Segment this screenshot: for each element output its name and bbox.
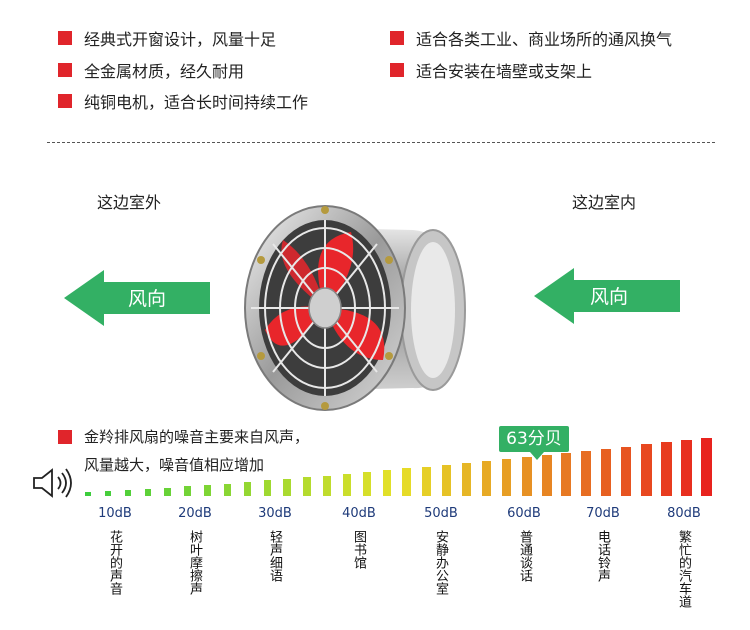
dashed-divider — [47, 142, 715, 143]
bullet-square — [390, 31, 404, 45]
noise-bar — [561, 453, 571, 496]
noise-bar — [85, 492, 91, 496]
noise-bar — [105, 491, 111, 496]
noise-bar — [581, 451, 591, 496]
bullet-square — [390, 63, 404, 77]
noise-bar — [402, 468, 411, 496]
feature-item: 经典式开窗设计，风量十足 — [58, 26, 276, 50]
noise-bar — [343, 474, 351, 496]
right-arrow-label: 风向 — [590, 286, 629, 308]
left-arrow-label: 风向 — [128, 288, 167, 310]
indoor-label: 这边室内 — [572, 193, 637, 212]
noise-bar — [184, 486, 191, 496]
noise-bar — [701, 438, 712, 496]
noise-bar — [224, 484, 231, 496]
bullet-square — [58, 63, 72, 77]
sound-example: 繁忙的汽车道 — [676, 530, 691, 608]
bullet-square — [58, 94, 72, 108]
noise-bar — [621, 447, 631, 496]
noise-bar — [502, 459, 511, 496]
noise-bar — [264, 480, 271, 496]
noise-bar — [204, 485, 211, 496]
feature-text: 适合安装在墙壁或支架上 — [416, 62, 593, 81]
feature-item: 适合安装在墙壁或支架上 — [390, 58, 592, 82]
sound-example: 安静办公室 — [433, 530, 448, 595]
feature-text: 经典式开窗设计，风量十足 — [84, 30, 277, 49]
sound-example: 普通谈话 — [517, 530, 532, 582]
bullet-square — [58, 31, 72, 45]
noise-bar — [125, 490, 131, 496]
noise-bar — [323, 476, 331, 496]
speaker-icon — [33, 468, 72, 498]
noise-bar — [383, 470, 391, 496]
noise-bar — [601, 449, 611, 496]
feature-text: 全金属材质，经久耐用 — [84, 62, 245, 81]
noise-bar — [244, 482, 251, 496]
noise-bar — [542, 455, 552, 496]
db-label: 10dB — [98, 506, 132, 521]
noise-bar — [303, 477, 311, 496]
noise-line-1: 金羚排风扇的噪音主要来自风声， — [84, 428, 310, 446]
db-label: 60dB — [507, 506, 541, 521]
airflow-arrow-left-icon — [64, 270, 210, 326]
db-label: 20dB — [178, 506, 212, 521]
noise-bar — [462, 463, 471, 496]
noise-bar — [442, 465, 451, 496]
noise-bar — [641, 444, 652, 496]
outdoor-label: 这边室外 — [97, 193, 162, 212]
noise-level-badge: 63分贝 — [499, 426, 569, 452]
noise-bar — [164, 488, 171, 496]
exhaust-fan-illustration — [244, 205, 466, 411]
db-label: 80dB — [667, 506, 701, 521]
db-label: 70dB — [586, 506, 620, 521]
noise-note: 金羚排风扇的噪音主要来自风声， — [58, 426, 309, 447]
db-label: 30dB — [258, 506, 292, 521]
feature-item: 全金属材质，经久耐用 — [58, 58, 244, 82]
bullet-square — [58, 429, 72, 444]
sound-example: 电话铃声 — [595, 530, 610, 582]
noise-bar — [522, 457, 532, 496]
feature-text: 适合各类工业、商业场所的通风换气 — [416, 30, 673, 49]
noise-bar — [145, 489, 151, 496]
noise-line-2: 风量越大，噪音值相应增加 — [84, 456, 265, 474]
feature-text: 纯铜电机，适合长时间持续工作 — [84, 93, 309, 112]
feature-item: 纯铜电机，适合长时间持续工作 — [58, 89, 308, 113]
airflow-arrow-right-icon — [534, 268, 680, 324]
noise-bar — [661, 442, 672, 496]
noise-bar — [363, 472, 371, 496]
sound-example: 花开的声音 — [107, 530, 122, 595]
sound-example: 树叶摩擦声 — [187, 530, 202, 595]
feature-item: 适合各类工业、商业场所的通风换气 — [390, 26, 672, 50]
noise-bar — [283, 479, 291, 496]
sound-example: 图书馆 — [351, 530, 366, 569]
db-label: 40dB — [342, 506, 376, 521]
badge-pointer — [530, 452, 544, 460]
db-label: 50dB — [424, 506, 458, 521]
noise-bar — [422, 467, 431, 496]
noise-bar — [482, 461, 491, 496]
noise-bar — [681, 440, 692, 496]
sound-example: 轻声细语 — [267, 530, 282, 582]
